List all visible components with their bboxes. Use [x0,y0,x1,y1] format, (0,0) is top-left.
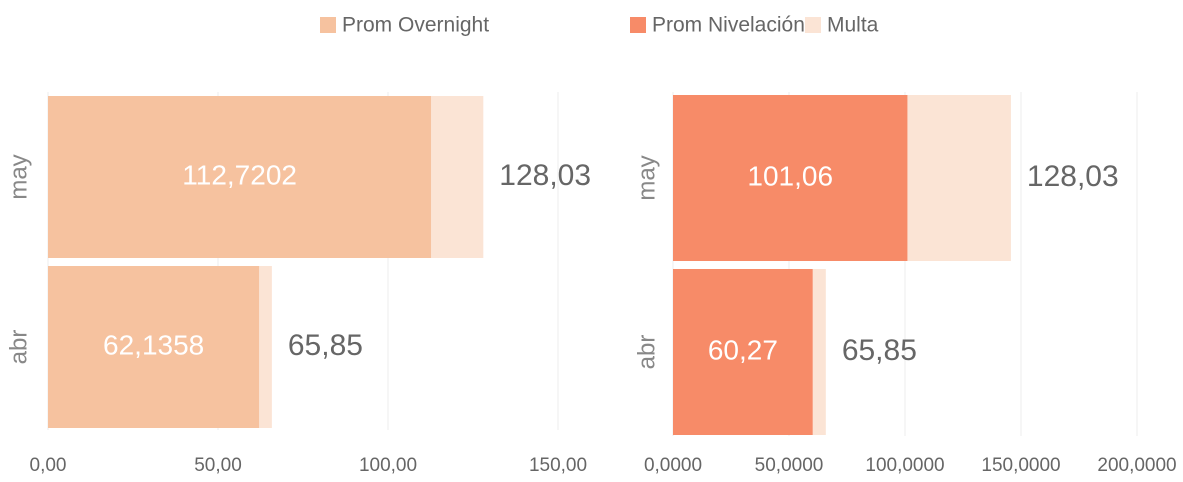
x-tick-label: 50,00 [194,455,242,476]
legend-swatch [320,17,336,33]
legend-swatch [805,17,821,33]
legend-label: Multa [827,14,879,37]
category-label: abr [5,330,32,365]
bar-segment [431,96,484,258]
legend-label: Prom Nivelación [652,14,805,37]
total-label: 65,85 [842,334,917,367]
bar-segment [259,266,272,428]
bar-value-label: 101,06 [747,160,833,191]
legend-swatch [630,17,646,33]
bar-value-label: 60,27 [708,334,778,365]
bar-value-label: 62,1358 [103,329,204,360]
total-label: 128,03 [499,159,591,192]
bar-segment [812,269,826,435]
x-tick-label: 150,0000 [981,455,1060,476]
bar-segment [48,96,432,258]
x-tick-label: 200,0000 [1097,455,1176,476]
legend-label: Prom Overnight [342,14,489,37]
category-label: abr [633,335,660,370]
bar-segment [48,266,260,428]
x-tick-label: 100,0000 [865,455,944,476]
x-tick-label: 0,0000 [644,455,702,476]
x-tick-label: 50,0000 [755,455,824,476]
x-tick-label: 150,00 [529,455,587,476]
x-tick-label: 100,00 [359,455,417,476]
category-label: may [5,154,32,199]
bar-segment [673,269,813,435]
bar-segment [673,95,908,261]
bar-segment [907,95,1011,261]
bar-value-label: 112,7202 [182,159,297,190]
x-tick-label: 0,00 [30,455,67,476]
category-label: may [633,155,660,200]
total-label: 128,03 [1027,160,1119,193]
total-label: 65,85 [288,329,363,362]
